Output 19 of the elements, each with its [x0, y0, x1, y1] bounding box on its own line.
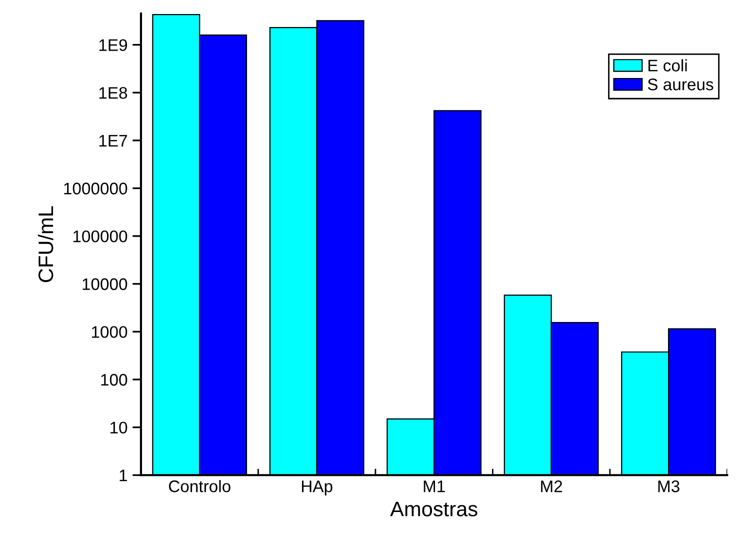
x-tick-label: M1 [424, 480, 445, 492]
y-axis-title: CFU/mL [38, 206, 54, 282]
y-tick-label: 1000 [92, 326, 128, 338]
y-tick-label: 10 [110, 422, 128, 434]
y-tick-label: 1E7 [99, 135, 127, 146]
legend-label: E coli [648, 59, 687, 72]
y-tick-label: 1000000 [64, 182, 128, 194]
x-tick-label: M3 [658, 480, 680, 492]
x-tick-label: Controlo [168, 480, 230, 492]
y-tick-label: 100 [101, 374, 128, 386]
x-tick-label: HAp [302, 480, 332, 496]
y-tick-label: 10000 [82, 278, 128, 290]
y-tick-label: 1E8 [99, 87, 128, 99]
y-tick-label: 100000 [73, 230, 128, 242]
legend-label: S aureus [648, 78, 714, 90]
x-axis-title: Amostras [390, 502, 478, 516]
x-tick-label: M2 [541, 480, 562, 492]
y-tick-label: 1E9 [99, 39, 127, 52]
y-tick-label: 1 [120, 470, 127, 482]
